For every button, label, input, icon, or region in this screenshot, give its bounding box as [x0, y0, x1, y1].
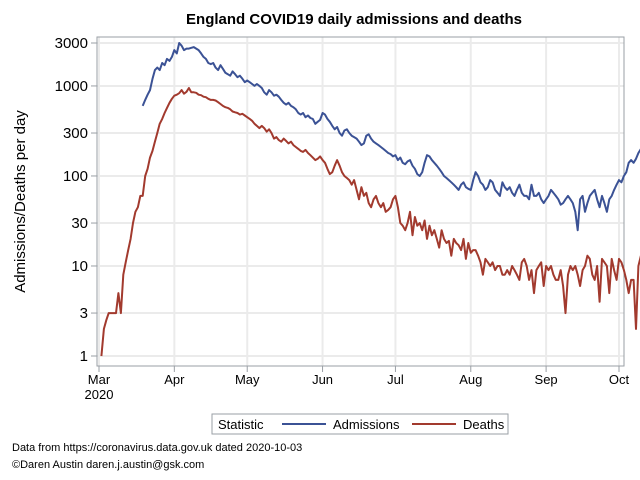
chart-title: England COVID19 daily admissions and dea…	[186, 11, 522, 28]
x-tick-label: May	[235, 372, 260, 387]
series-line-admissions	[141, 42, 640, 232]
y-tick-label: 100	[63, 168, 88, 185]
legend-label-admissions: Admissions	[333, 417, 400, 432]
legend: Statistic Admissions Deaths	[211, 413, 509, 435]
legend-label-deaths: Deaths	[463, 417, 505, 432]
legend-title: Statistic	[218, 417, 264, 432]
x-tick-label: Aug	[459, 372, 482, 387]
y-tick-label: 300	[63, 125, 88, 142]
y-axis: 1 3 10 30 100 300 1000 3000	[55, 35, 97, 365]
y-tick-label: 3000	[55, 35, 88, 52]
series-line-deaths	[100, 87, 640, 357]
x-tick-sublabel: 2020	[85, 387, 114, 402]
plot-frame	[96, 36, 625, 367]
y-tick-label: 3	[80, 305, 88, 322]
y-axis-label: Admissions/Deaths per day	[12, 110, 29, 293]
series	[100, 42, 640, 357]
x-tick-label: Jun	[312, 372, 333, 387]
x-tick-label: Sep	[535, 372, 558, 387]
x-tick-label: Mar	[88, 372, 111, 387]
x-tick-label: Jul	[387, 372, 404, 387]
y-tick-label: 30	[71, 215, 88, 232]
footnote-copyright: ©Daren Austin daren.j.austin@gsk.com	[12, 459, 205, 471]
y-tick-label: 10	[71, 258, 88, 275]
grid	[97, 37, 624, 366]
y-tick-label: 1	[80, 348, 88, 365]
x-tick-label: Apr	[164, 372, 185, 387]
y-tick-label: 1000	[55, 78, 88, 95]
footnote-data-source: Data from https://coronavirus.data.gov.u…	[12, 442, 303, 454]
x-tick-label: Oct	[609, 372, 630, 387]
legend-frame	[211, 413, 509, 435]
